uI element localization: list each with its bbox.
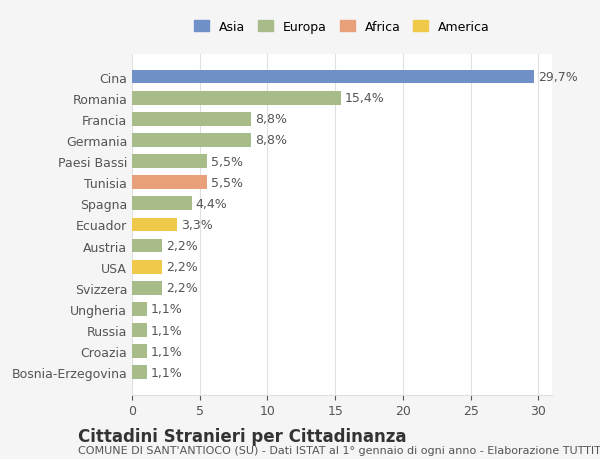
Text: 4,4%: 4,4% <box>196 197 227 210</box>
Bar <box>132 366 147 379</box>
Bar <box>132 281 162 295</box>
Bar <box>132 71 535 84</box>
Bar <box>132 239 162 253</box>
Legend: Asia, Europa, Africa, America: Asia, Europa, Africa, America <box>191 17 493 38</box>
Bar <box>132 218 177 232</box>
Bar <box>132 302 147 316</box>
Bar <box>132 176 206 190</box>
Text: 5,5%: 5,5% <box>211 176 242 189</box>
Text: 1,1%: 1,1% <box>151 345 183 358</box>
Text: 1,1%: 1,1% <box>151 366 183 379</box>
Text: 2,2%: 2,2% <box>166 261 197 274</box>
Text: 1,1%: 1,1% <box>151 303 183 316</box>
Text: 3,3%: 3,3% <box>181 218 212 231</box>
Bar <box>132 345 147 358</box>
Bar <box>132 324 147 337</box>
Bar <box>132 197 191 211</box>
Bar <box>132 260 162 274</box>
Text: 8,8%: 8,8% <box>255 134 287 147</box>
Text: 15,4%: 15,4% <box>345 92 385 105</box>
Bar <box>132 112 251 126</box>
Bar <box>132 92 341 105</box>
Text: Cittadini Stranieri per Cittadinanza: Cittadini Stranieri per Cittadinanza <box>78 427 407 445</box>
Text: 2,2%: 2,2% <box>166 240 197 252</box>
Text: 8,8%: 8,8% <box>255 113 287 126</box>
Text: 29,7%: 29,7% <box>538 71 578 84</box>
Text: COMUNE DI SANT'ANTIOCO (SU) - Dati ISTAT al 1° gennaio di ogni anno - Elaborazio: COMUNE DI SANT'ANTIOCO (SU) - Dati ISTAT… <box>78 445 600 455</box>
Bar <box>132 155 206 168</box>
Text: 5,5%: 5,5% <box>211 155 242 168</box>
Text: 1,1%: 1,1% <box>151 324 183 337</box>
Text: 2,2%: 2,2% <box>166 282 197 295</box>
Bar <box>132 134 251 147</box>
